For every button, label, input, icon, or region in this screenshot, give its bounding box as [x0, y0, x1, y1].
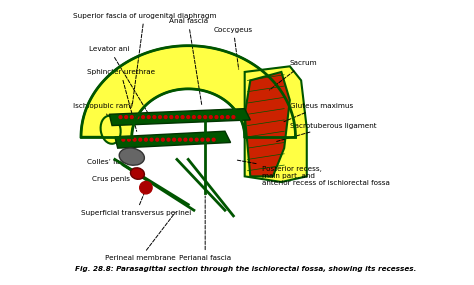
Circle shape	[204, 116, 207, 119]
Circle shape	[140, 182, 152, 194]
Circle shape	[207, 138, 210, 141]
Circle shape	[119, 116, 122, 119]
Polygon shape	[81, 46, 295, 137]
Text: Posterior recess,
main part, and
anterior recess of ischiorectal fossa: Posterior recess, main part, and anterio…	[236, 160, 390, 186]
Text: Ischiopubic rami: Ischiopubic rami	[73, 103, 132, 119]
Circle shape	[159, 116, 162, 119]
Text: Sacrum: Sacrum	[269, 60, 318, 90]
Ellipse shape	[100, 116, 121, 144]
Text: Coccygeus: Coccygeus	[214, 27, 253, 69]
Text: Crus penis: Crus penis	[92, 176, 137, 182]
Text: Fig. 28.8: Parasagittal section through the ischiorectal fossa, showing its rece: Fig. 28.8: Parasagittal section through …	[75, 266, 417, 272]
Circle shape	[227, 116, 229, 119]
Circle shape	[139, 138, 142, 141]
Circle shape	[136, 116, 139, 119]
Circle shape	[187, 116, 190, 119]
Text: Sacrotuberous ligament: Sacrotuberous ligament	[275, 123, 376, 142]
Polygon shape	[245, 66, 307, 182]
Circle shape	[130, 116, 133, 119]
Polygon shape	[109, 109, 250, 126]
Circle shape	[133, 138, 136, 141]
Circle shape	[232, 116, 235, 119]
Text: Colles’ fascia: Colles’ fascia	[87, 152, 134, 165]
Circle shape	[201, 138, 204, 141]
Polygon shape	[115, 131, 230, 148]
Circle shape	[215, 116, 218, 119]
Text: Anal fascia: Anal fascia	[169, 18, 208, 106]
Circle shape	[173, 138, 175, 141]
Text: Perianal fascia: Perianal fascia	[179, 196, 231, 261]
Circle shape	[212, 138, 215, 141]
Circle shape	[198, 116, 201, 119]
Circle shape	[181, 116, 184, 119]
Text: Levator ani: Levator ani	[90, 46, 147, 112]
Circle shape	[190, 138, 192, 141]
Circle shape	[184, 138, 187, 141]
Circle shape	[167, 138, 170, 141]
Circle shape	[170, 116, 173, 119]
Circle shape	[192, 116, 195, 119]
Circle shape	[221, 116, 224, 119]
Circle shape	[162, 138, 164, 141]
Polygon shape	[245, 72, 290, 176]
Circle shape	[210, 116, 212, 119]
Circle shape	[128, 138, 130, 141]
Text: Perineal membrane: Perineal membrane	[105, 212, 176, 261]
Circle shape	[147, 116, 150, 119]
Circle shape	[150, 138, 153, 141]
Circle shape	[175, 116, 178, 119]
Ellipse shape	[119, 148, 145, 165]
Text: Superior fascia of urogenital diaphragm: Superior fascia of urogenital diaphragm	[73, 13, 216, 106]
Circle shape	[156, 138, 159, 141]
Circle shape	[164, 116, 167, 119]
Circle shape	[153, 116, 156, 119]
Ellipse shape	[130, 168, 145, 179]
Circle shape	[195, 138, 198, 141]
Circle shape	[178, 138, 181, 141]
Text: Superficial transversus perinei: Superficial transversus perinei	[81, 185, 191, 216]
Circle shape	[142, 116, 145, 119]
Circle shape	[122, 138, 125, 141]
Circle shape	[125, 116, 128, 119]
Text: Gluteus maximus: Gluteus maximus	[284, 103, 353, 122]
Text: Sphincter urethrae: Sphincter urethrae	[87, 69, 155, 131]
Circle shape	[145, 138, 147, 141]
